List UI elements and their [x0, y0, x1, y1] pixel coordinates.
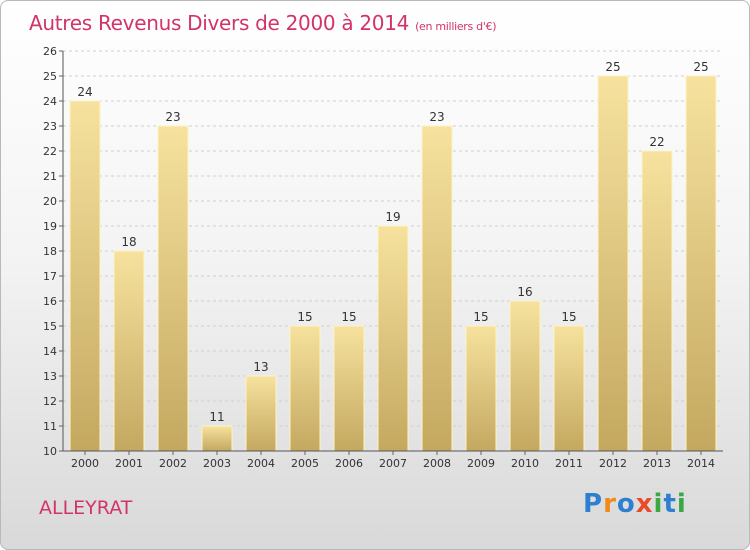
location-label: ALLEYRAT — [39, 497, 133, 519]
logo-letter: i — [653, 489, 664, 519]
bar — [69, 100, 101, 452]
logo-letter: t — [663, 489, 677, 519]
bar — [597, 75, 629, 452]
logo-letter: i — [676, 489, 687, 519]
y-tick-label: 25 — [43, 70, 57, 83]
bar — [289, 325, 321, 452]
logo-letter: o — [616, 489, 636, 519]
bar-value-label: 11 — [209, 410, 224, 424]
y-tick-label: 26 — [43, 45, 57, 58]
x-tick-label: 2009 — [467, 457, 495, 470]
bar — [377, 225, 409, 452]
bar — [685, 75, 717, 452]
bar-value-label: 23 — [429, 110, 444, 124]
y-tick-label: 15 — [43, 320, 57, 333]
bar — [465, 325, 497, 452]
bar-value-label: 25 — [605, 60, 620, 74]
y-tick-label: 11 — [43, 420, 57, 433]
y-tick-label: 20 — [43, 195, 57, 208]
y-tick-label: 16 — [43, 295, 57, 308]
logo-letter: P — [583, 489, 604, 519]
y-tick-label: 10 — [43, 445, 57, 458]
bar-value-label: 23 — [165, 110, 180, 124]
x-tick-label: 2002 — [159, 457, 187, 470]
bar-value-label: 25 — [693, 60, 708, 74]
y-tick-label: 14 — [43, 345, 57, 358]
bar-value-label: 19 — [385, 210, 400, 224]
bar-value-label: 22 — [649, 135, 664, 149]
bar — [157, 125, 189, 452]
bar — [245, 375, 277, 452]
bar — [113, 250, 145, 452]
x-tick-label: 2005 — [291, 457, 319, 470]
bar-value-label: 13 — [253, 360, 268, 374]
x-tick-label: 2001 — [115, 457, 143, 470]
x-tick-label: 2012 — [599, 457, 627, 470]
x-tick-label: 2000 — [71, 457, 99, 470]
x-tick-label: 2007 — [379, 457, 407, 470]
x-tick-label: 2004 — [247, 457, 275, 470]
x-tick-label: 2008 — [423, 457, 451, 470]
bar — [553, 325, 585, 452]
bar — [333, 325, 365, 452]
bar — [421, 125, 453, 452]
bar-value-label: 18 — [121, 235, 136, 249]
y-tick-label: 22 — [43, 145, 57, 158]
x-tick-label: 2010 — [511, 457, 539, 470]
y-tick-label: 12 — [43, 395, 57, 408]
bar-value-label: 15 — [473, 310, 488, 324]
bar — [641, 150, 673, 452]
y-tick-label: 19 — [43, 220, 57, 233]
bar-value-label: 15 — [297, 310, 312, 324]
x-tick-label: 2014 — [687, 457, 715, 470]
bar-value-label: 15 — [561, 310, 576, 324]
y-tick-label: 21 — [43, 170, 57, 183]
x-tick-label: 2011 — [555, 457, 583, 470]
x-tick-label: 2006 — [335, 457, 363, 470]
y-tick-label: 13 — [43, 370, 57, 383]
proxiti-logo: Proxiti — [583, 489, 687, 519]
y-tick-label: 17 — [43, 270, 57, 283]
x-tick-label: 2013 — [643, 457, 671, 470]
chart-subtitle: (en milliers d'€) — [415, 20, 497, 33]
bar — [509, 300, 541, 452]
chart-title: Autres Revenus Divers de 2000 à 2014 (en … — [29, 11, 497, 35]
bar — [201, 425, 233, 452]
y-tick-label: 18 — [43, 245, 57, 258]
logo-letter: x — [635, 489, 654, 519]
y-tick-label: 24 — [43, 95, 57, 108]
logo-letter: r — [603, 489, 617, 519]
bar-value-label: 15 — [341, 310, 356, 324]
bar-value-label: 16 — [517, 285, 532, 299]
chart-title-text: Autres Revenus Divers de 2000 à 2014 — [29, 11, 410, 35]
bar-value-label: 24 — [77, 85, 92, 99]
x-tick-label: 2003 — [203, 457, 231, 470]
y-tick-label: 23 — [43, 120, 57, 133]
